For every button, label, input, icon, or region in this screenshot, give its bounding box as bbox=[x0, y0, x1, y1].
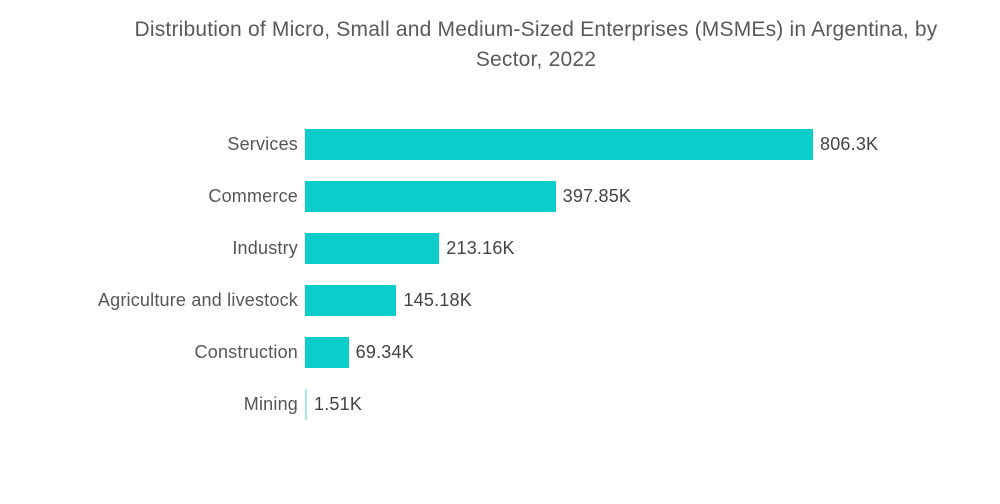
chart-row-agriculture: Agriculture and livestock 145.18K bbox=[0, 274, 1000, 326]
category-label-construction: Construction bbox=[194, 341, 298, 362]
chart-title-line-1: Distribution of Micro, Small and Medium-… bbox=[134, 18, 938, 41]
bar-commerce bbox=[305, 180, 556, 212]
bar-industry bbox=[305, 232, 440, 264]
chart-row-construction: Construction 69.34K bbox=[0, 326, 1000, 378]
value-label-commerce: 397.85K bbox=[562, 185, 632, 206]
bar-agriculture bbox=[305, 284, 397, 316]
category-label-mining: Mining bbox=[243, 393, 298, 414]
bar-mining bbox=[305, 388, 307, 420]
category-label-agriculture: Agriculture and livestock bbox=[97, 289, 298, 310]
bar-construction bbox=[305, 336, 349, 368]
category-label-commerce: Commerce bbox=[208, 185, 298, 206]
chart-row-mining: Mining 1.51K bbox=[0, 378, 1000, 430]
value-label-mining: 1.51K bbox=[314, 393, 363, 414]
bar-chart: Services 806.3K Commerce 397.85K Industr… bbox=[0, 118, 1000, 430]
chart-title: Distribution of Micro, Small and Medium-… bbox=[0, 0, 1000, 75]
value-label-construction: 69.34K bbox=[355, 341, 414, 362]
bar-services bbox=[305, 128, 813, 160]
category-label-industry: Industry bbox=[232, 237, 298, 258]
category-label-services: Services bbox=[227, 133, 298, 154]
chart-row-services: Services 806.3K bbox=[0, 118, 1000, 170]
value-label-industry: 213.16K bbox=[446, 237, 515, 258]
chart-title-line-2: Sector, 2022 bbox=[475, 48, 597, 71]
value-label-agriculture: 145.18K bbox=[403, 289, 472, 310]
value-label-services: 806.3K bbox=[820, 133, 879, 154]
chart-row-commerce: Commerce 397.85K bbox=[0, 170, 1000, 222]
chart-row-industry: Industry 213.16K bbox=[0, 222, 1000, 274]
